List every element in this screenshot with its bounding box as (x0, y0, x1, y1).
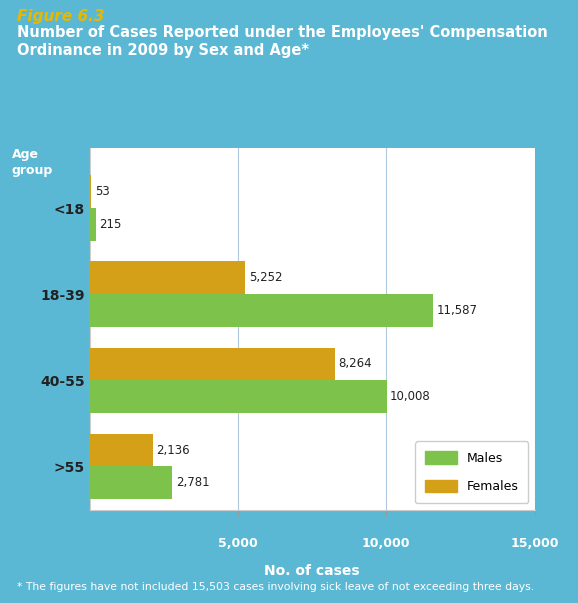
Text: 11,587: 11,587 (437, 304, 478, 317)
Bar (90, 380, 387, 413)
Bar (90, 434, 153, 467)
Text: 10,000: 10,000 (362, 537, 410, 550)
Text: 2,781: 2,781 (176, 476, 209, 489)
Text: Figure 6.3: Figure 6.3 (17, 9, 105, 24)
Text: 2,136: 2,136 (157, 444, 190, 456)
Bar (90, 262, 246, 294)
Text: 215: 215 (99, 218, 122, 231)
Text: 15,000: 15,000 (510, 537, 559, 550)
Text: * The figures have not included 15,503 cases involving sick leave of not exceedi: * The figures have not included 15,503 c… (17, 582, 535, 592)
Bar (90, 294, 434, 327)
Text: group: group (12, 164, 53, 177)
Bar (90, 467, 172, 499)
Text: Age: Age (12, 148, 39, 161)
Text: 10,008: 10,008 (390, 390, 431, 403)
Text: 5,000: 5,000 (218, 537, 258, 550)
Legend: Males, Females: Males, Females (415, 441, 528, 504)
Bar (90, 347, 335, 380)
Bar (90, 175, 91, 208)
Text: 53: 53 (95, 185, 109, 198)
Text: Ordinance in 2009 by Sex and Age*: Ordinance in 2009 by Sex and Age* (17, 43, 309, 58)
Text: 8,264: 8,264 (338, 358, 372, 370)
Text: No. of cases: No. of cases (264, 564, 360, 578)
Text: Number of Cases Reported under the Employees' Compensation: Number of Cases Reported under the Emplo… (17, 25, 548, 40)
Text: 5,252: 5,252 (249, 271, 283, 284)
Bar (90, 208, 96, 241)
